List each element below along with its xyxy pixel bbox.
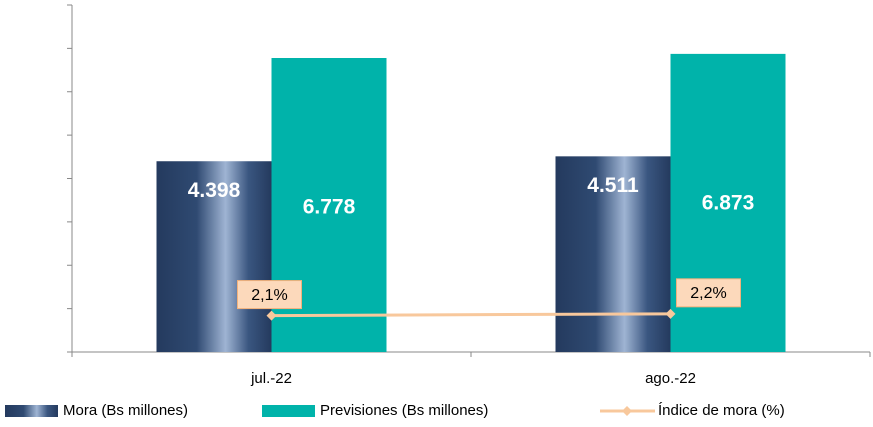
legend-swatch — [5, 405, 58, 417]
legend-label: Previsiones (Bs millones) — [320, 402, 488, 419]
x-tick-label: jul.-22 — [250, 370, 292, 387]
line-label-box — [237, 280, 302, 310]
x-tick-label: ago.-22 — [645, 370, 696, 387]
bar-value-label: 6.778 — [303, 196, 356, 219]
bar-value-label: 4.398 — [188, 179, 241, 202]
line-marker — [665, 308, 676, 319]
line-value-label: 2,2% — [690, 285, 726, 302]
line — [271, 312, 671, 318]
bar — [156, 161, 272, 352]
line-marker — [266, 310, 277, 321]
bar-value-label: 6.873 — [702, 191, 755, 214]
line-label-box — [676, 278, 741, 308]
legend-label: Índice de mora (%) — [658, 402, 785, 419]
bar-value-label: 4.511 — [587, 174, 639, 197]
legend-marker — [622, 406, 632, 416]
legend-label: Mora (Bs millones) — [63, 402, 188, 419]
line-value-label: 2,1% — [251, 287, 287, 304]
legend-swatch — [262, 405, 315, 417]
bar — [555, 156, 671, 352]
